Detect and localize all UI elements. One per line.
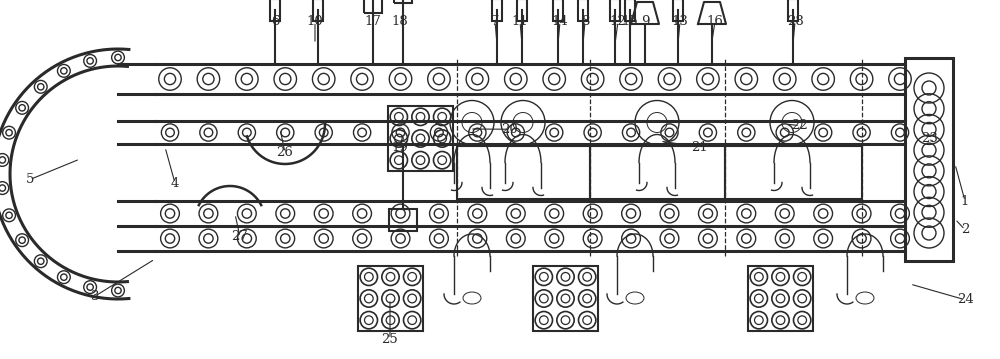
Bar	[673, 0, 683, 21]
Text: 22: 22	[792, 119, 808, 132]
Text: 10: 10	[307, 15, 323, 28]
Text: 12: 12	[610, 15, 626, 28]
Bar	[905, 58, 953, 261]
Text: 14: 14	[552, 15, 568, 28]
Bar	[313, 0, 323, 21]
Bar	[610, 0, 620, 21]
Text: 7: 7	[491, 15, 499, 28]
Bar	[578, 0, 588, 21]
Text: 4: 4	[171, 177, 179, 190]
Text: 26: 26	[277, 146, 293, 159]
Text: 8: 8	[581, 15, 589, 28]
Text: 19: 19	[392, 141, 408, 154]
Text: 11: 11	[512, 15, 528, 28]
Bar	[748, 266, 813, 331]
Bar	[389, 209, 417, 231]
Text: 16: 16	[707, 15, 723, 28]
Bar	[388, 106, 453, 171]
Text: 21: 21	[692, 141, 708, 154]
Bar	[533, 266, 598, 331]
Bar	[457, 146, 590, 199]
Bar	[625, 0, 635, 21]
Text: 18: 18	[392, 15, 408, 28]
Text: 20: 20	[502, 123, 518, 136]
Bar	[553, 0, 563, 21]
Bar	[517, 0, 527, 21]
Text: 5: 5	[26, 173, 34, 186]
Text: 2: 2	[961, 223, 969, 236]
Bar	[358, 266, 423, 331]
Text: 27: 27	[232, 230, 248, 243]
Bar	[270, 0, 280, 21]
Bar	[364, 0, 382, 13]
Bar	[725, 146, 862, 199]
Bar	[492, 0, 502, 21]
Text: 6: 6	[271, 15, 279, 28]
Bar	[788, 0, 798, 21]
Text: 23: 23	[922, 132, 938, 145]
Text: 15: 15	[622, 15, 638, 28]
Text: 9: 9	[641, 15, 649, 28]
Text: 25: 25	[382, 333, 398, 346]
Bar	[394, 0, 412, 3]
Bar	[590, 146, 725, 199]
Text: 1: 1	[961, 195, 969, 208]
Text: 24: 24	[957, 293, 973, 306]
Text: 17: 17	[365, 15, 381, 28]
Text: 13: 13	[672, 15, 688, 28]
Text: 28: 28	[787, 15, 803, 28]
Text: 3: 3	[91, 290, 99, 303]
